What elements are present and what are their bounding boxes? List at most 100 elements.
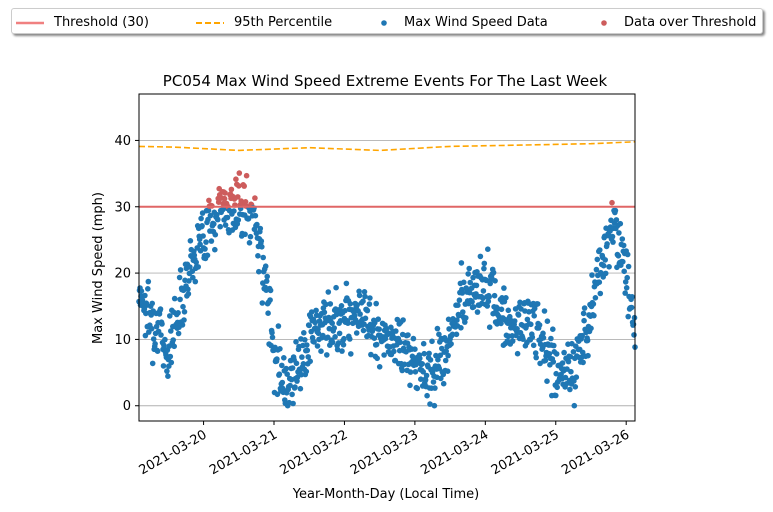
data-point (204, 252, 211, 259)
data-point (167, 313, 173, 319)
data-point (484, 303, 491, 309)
data-point (486, 324, 493, 331)
data-point (323, 301, 329, 308)
legend-percentile-label: 95th Percentile (234, 14, 333, 30)
data-point (609, 233, 616, 240)
data-point (260, 254, 267, 261)
data-point (257, 225, 264, 232)
data-point (613, 217, 620, 223)
data-point (299, 354, 305, 360)
data-point (254, 221, 260, 228)
data-point (430, 379, 437, 385)
data-point (629, 294, 635, 300)
data-point (292, 384, 298, 390)
data-point (338, 303, 345, 309)
chart-title: PC054 Max Wind Speed Extreme Events For … (163, 72, 608, 90)
data-point (442, 357, 449, 364)
data-point (559, 360, 566, 366)
data-point (617, 220, 624, 227)
data-point (145, 278, 152, 285)
data-point (198, 215, 204, 222)
data-point (580, 310, 587, 317)
data-point (367, 295, 373, 301)
data-point (631, 332, 637, 338)
x-tick-label: 2021-03-25 (489, 427, 562, 478)
data-point (289, 391, 295, 398)
data-point (332, 334, 338, 340)
data-point (540, 335, 547, 341)
data-point (418, 376, 424, 383)
data-point (473, 282, 480, 289)
y-axis-label: Max Wind Speed (mph) (91, 192, 106, 344)
data-point (356, 288, 362, 295)
data-point (600, 262, 607, 269)
data-point (217, 223, 223, 230)
y-tick-label: 30 (114, 200, 131, 215)
data-point (265, 310, 271, 317)
data-point (485, 298, 492, 305)
data-point (486, 294, 493, 300)
data-point (490, 269, 497, 276)
data-point (514, 350, 521, 357)
legend-data-label: Max Wind Speed Data (404, 14, 548, 30)
data-point (453, 331, 460, 338)
data-point (509, 338, 516, 344)
data-point (331, 325, 338, 331)
data-point (463, 315, 469, 321)
data-point (164, 368, 170, 374)
data-point (412, 369, 419, 375)
data-point (195, 264, 201, 270)
over-threshold-point (222, 190, 228, 196)
data-point (347, 336, 353, 342)
data-point (616, 230, 622, 236)
data-point (445, 352, 451, 359)
over-threshold-point (609, 199, 615, 206)
data-point (581, 305, 588, 311)
data-point (570, 349, 577, 355)
data-point (590, 301, 597, 307)
data-point (219, 207, 226, 213)
data-point (532, 350, 539, 356)
data-point (420, 340, 427, 347)
plot-area: 0102030402021-03-202021-03-212021-03-222… (114, 93, 638, 478)
data-point (455, 302, 461, 309)
data-point (255, 268, 262, 275)
data-point (375, 316, 382, 323)
data-point (267, 297, 273, 303)
legend-item-over: Data over Threshold (594, 9, 756, 35)
x-tick-label: 2021-03-23 (348, 427, 421, 478)
data-point (481, 265, 487, 272)
data-point (215, 216, 221, 223)
data-dot-swatch (374, 13, 394, 32)
over-threshold-point (252, 195, 258, 201)
data-point (610, 239, 616, 245)
data-point (149, 300, 155, 307)
data-point (315, 330, 322, 337)
data-point (571, 402, 578, 409)
data-point (562, 374, 569, 381)
data-point (417, 355, 423, 362)
data-point (541, 308, 548, 314)
data-point (231, 208, 237, 214)
data-point (275, 323, 282, 329)
data-point (258, 238, 265, 244)
over-dot-swatch (594, 13, 614, 32)
data-point (434, 325, 441, 332)
data-point (373, 300, 380, 307)
data-point (242, 231, 248, 238)
y-tick-label: 40 (114, 134, 131, 149)
data-point (279, 362, 285, 369)
data-point (458, 325, 464, 331)
data-point (449, 331, 456, 338)
data-point (567, 353, 574, 360)
data-point (203, 239, 209, 245)
data-point (145, 286, 151, 292)
data-point (530, 342, 537, 349)
data-point (524, 316, 531, 323)
data-point (531, 313, 537, 319)
x-tick-label: 2021-03-21 (207, 427, 280, 478)
data-point (593, 266, 600, 273)
data-point (628, 304, 635, 311)
data-point (142, 332, 149, 339)
data-point (553, 351, 560, 357)
